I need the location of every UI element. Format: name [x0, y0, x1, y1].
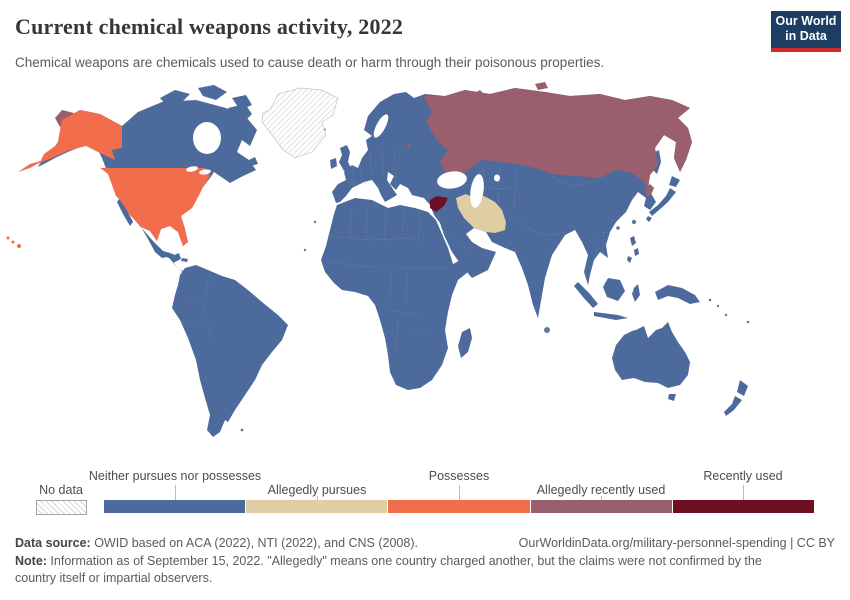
legend-label-neither: Neither pursues nor possesses [88, 469, 262, 483]
page-subtitle: Chemical weapons are chemicals used to c… [15, 55, 605, 70]
region-baja[interactable] [117, 198, 133, 226]
region-syria[interactable] [430, 196, 448, 212]
legend-label-allegedly-recently-used: Allegedly recently used [536, 483, 666, 497]
region-russia[interactable] [424, 82, 692, 188]
legend-swatch-neither[interactable] [104, 500, 247, 513]
legend-tick-neither [175, 485, 176, 500]
owid-logo-line2: in Data [785, 29, 827, 43]
region-hawaii[interactable] [6, 236, 22, 249]
small-islands [240, 219, 750, 432]
category-overlays[interactable] [6, 82, 693, 249]
region-usa[interactable] [100, 168, 210, 246]
world-map[interactable] [0, 80, 850, 458]
region-alaska[interactable] [18, 110, 122, 172]
region-tasmania[interactable] [668, 394, 676, 401]
region-new-zealand[interactable] [724, 380, 748, 416]
data-source-text: OWID based on ACA (2022), NTI (2022), an… [90, 536, 418, 550]
data-source-line: Data source: OWID based on ACA (2022), N… [15, 536, 418, 550]
region-japan[interactable] [646, 176, 680, 222]
region-north-korea[interactable] [645, 184, 654, 196]
region-madagascar[interactable] [458, 328, 472, 358]
region-philippines[interactable] [627, 236, 639, 263]
legend-swatch-recently-used[interactable] [672, 500, 815, 513]
region-africa[interactable] [321, 198, 478, 390]
legend-tick-possesses [459, 485, 460, 500]
page-title: Current chemical weapons activity, 2022 [15, 14, 404, 39]
region-australia[interactable] [612, 322, 690, 388]
data-source-label: Data source: [15, 536, 91, 550]
legend-tick-recently-used [743, 485, 744, 500]
region-south-america[interactable] [172, 265, 288, 437]
owid-logo[interactable]: Our World in Data [771, 11, 841, 52]
region-kaliningrad[interactable] [407, 144, 411, 148]
legend-no-data-label: No data [39, 483, 83, 497]
legend-swatch-possesses[interactable] [388, 500, 531, 513]
legend-swatch-allegedly-pursues[interactable] [246, 500, 389, 513]
region-iran[interactable] [456, 194, 506, 233]
owid-logo-accent-bar [771, 48, 841, 52]
region-caribbean[interactable] [158, 250, 188, 262]
note-label: Note: [15, 554, 47, 568]
legend-color-bar [104, 500, 815, 513]
legend-swatch-allegedly-recently-used[interactable] [530, 500, 673, 513]
legend-tick-allegedly-recently-used [601, 496, 602, 500]
owid-logo-line1: Our World [775, 14, 837, 28]
source-link[interactable]: OurWorldinData.org/military-personnel-sp… [518, 536, 835, 550]
note-text: Information as of September 15, 2022. "A… [15, 554, 762, 585]
legend-label-possesses: Possesses [428, 469, 490, 483]
legend-label-recently-used: Recently used [703, 469, 783, 483]
region-british-isles[interactable] [330, 145, 352, 171]
note-line: Note: Information as of September 15, 20… [15, 553, 770, 586]
inland-seas [186, 114, 500, 208]
legend-tick-allegedly-pursues [317, 496, 318, 500]
region-indonesia[interactable] [574, 278, 700, 320]
legend-label-allegedly-pursues: Allegedly pursues [267, 483, 367, 497]
legend-no-data-swatch[interactable] [36, 500, 87, 515]
region-greenland[interactable] [261, 87, 339, 159]
